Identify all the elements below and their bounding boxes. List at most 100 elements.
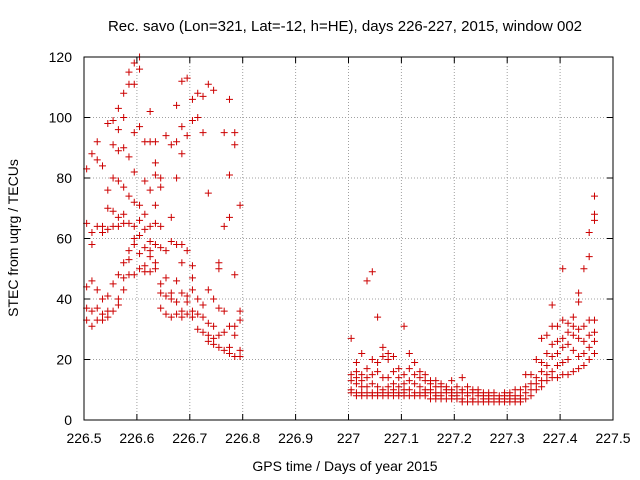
data-point xyxy=(141,225,149,233)
data-point xyxy=(188,262,196,270)
data-point xyxy=(575,325,583,333)
data-point xyxy=(405,349,413,357)
data-point xyxy=(215,259,223,267)
y-axis-label: STEC from uqrg / TECUs xyxy=(5,159,21,317)
data-point xyxy=(553,374,561,382)
data-point xyxy=(395,383,403,391)
data-point xyxy=(553,337,561,345)
data-point xyxy=(167,289,175,297)
grid xyxy=(84,57,613,420)
data-point xyxy=(379,352,387,360)
data-point xyxy=(368,268,376,276)
data-point xyxy=(114,295,122,303)
data-point xyxy=(405,386,413,394)
data-point xyxy=(416,383,424,391)
data-point xyxy=(569,346,577,354)
data-point xyxy=(210,334,218,342)
data-point xyxy=(210,340,218,348)
data-point xyxy=(358,349,366,357)
data-point xyxy=(548,301,556,309)
data-point xyxy=(146,268,154,276)
data-point xyxy=(522,383,530,391)
data-point xyxy=(405,365,413,373)
data-point xyxy=(384,383,392,391)
data-point xyxy=(569,313,577,321)
data-point xyxy=(157,304,165,312)
data-point xyxy=(157,222,165,230)
data-point xyxy=(130,168,138,176)
data-point xyxy=(93,138,101,146)
data-point xyxy=(432,377,440,385)
data-point xyxy=(194,310,202,318)
data-point xyxy=(136,216,144,224)
data-point xyxy=(405,377,413,385)
data-point xyxy=(352,368,360,376)
data-point xyxy=(99,295,107,303)
data-point xyxy=(231,129,239,137)
data-point xyxy=(130,235,138,242)
data-point xyxy=(125,192,133,200)
data-point xyxy=(151,138,159,146)
data-point xyxy=(125,68,133,76)
data-point xyxy=(167,313,175,321)
data-point xyxy=(231,271,239,279)
data-point xyxy=(585,228,593,236)
data-point xyxy=(220,328,228,336)
data-point xyxy=(363,374,371,382)
data-point xyxy=(400,322,408,330)
data-point xyxy=(199,92,207,100)
data-point xyxy=(384,349,392,357)
data-point xyxy=(347,371,355,379)
x-axis-ticks: 226.5 226.6 226.7 226.8 226.9 227 227.1 227.2 22… xyxy=(66,57,631,446)
data-point xyxy=(151,259,159,267)
x-tick-label: 227.5 xyxy=(595,430,630,446)
x-axis-label: GPS time / Days of year 2015 xyxy=(252,458,437,474)
data-point xyxy=(215,331,223,339)
x-tick-label: 227.4 xyxy=(543,430,578,446)
data-point xyxy=(109,141,117,149)
data-point xyxy=(374,359,382,367)
data-point xyxy=(564,340,572,348)
chart-title: Rec. savo (Lon=321, Lat=-12, h=HE), days… xyxy=(108,18,582,35)
data-point xyxy=(204,189,212,197)
data-point xyxy=(178,123,186,131)
data-point xyxy=(188,307,196,315)
data-point xyxy=(178,150,186,158)
data-point xyxy=(538,368,546,376)
data-point xyxy=(538,334,546,342)
data-point xyxy=(114,147,122,155)
data-point xyxy=(109,117,117,125)
data-point xyxy=(389,368,397,376)
data-point xyxy=(173,310,181,318)
data-point xyxy=(559,359,567,367)
data-point xyxy=(210,322,218,330)
data-point xyxy=(225,171,233,179)
data-point xyxy=(104,186,112,194)
data-point xyxy=(585,343,593,351)
data-point xyxy=(564,319,572,327)
data-point xyxy=(374,383,382,391)
x-tick-label: 227 xyxy=(337,430,361,446)
data-point xyxy=(146,107,154,115)
data-point xyxy=(590,328,598,336)
data-point xyxy=(120,144,128,152)
data-point xyxy=(395,374,403,382)
data-point xyxy=(384,356,392,363)
data-point xyxy=(88,241,96,249)
data-point xyxy=(151,219,159,227)
data-point xyxy=(559,343,567,351)
data-point xyxy=(157,244,165,252)
data-point xyxy=(199,313,207,321)
data-point xyxy=(225,213,233,221)
data-point xyxy=(178,77,186,85)
x-tick-label: 226.7 xyxy=(172,430,207,446)
data-point xyxy=(104,292,112,300)
data-point xyxy=(448,377,456,385)
data-point xyxy=(178,313,186,321)
data-point xyxy=(215,343,223,351)
data-point xyxy=(157,289,165,297)
data-point xyxy=(220,346,228,354)
data-point xyxy=(199,301,207,309)
data-point xyxy=(569,331,577,339)
data-point xyxy=(194,295,202,303)
